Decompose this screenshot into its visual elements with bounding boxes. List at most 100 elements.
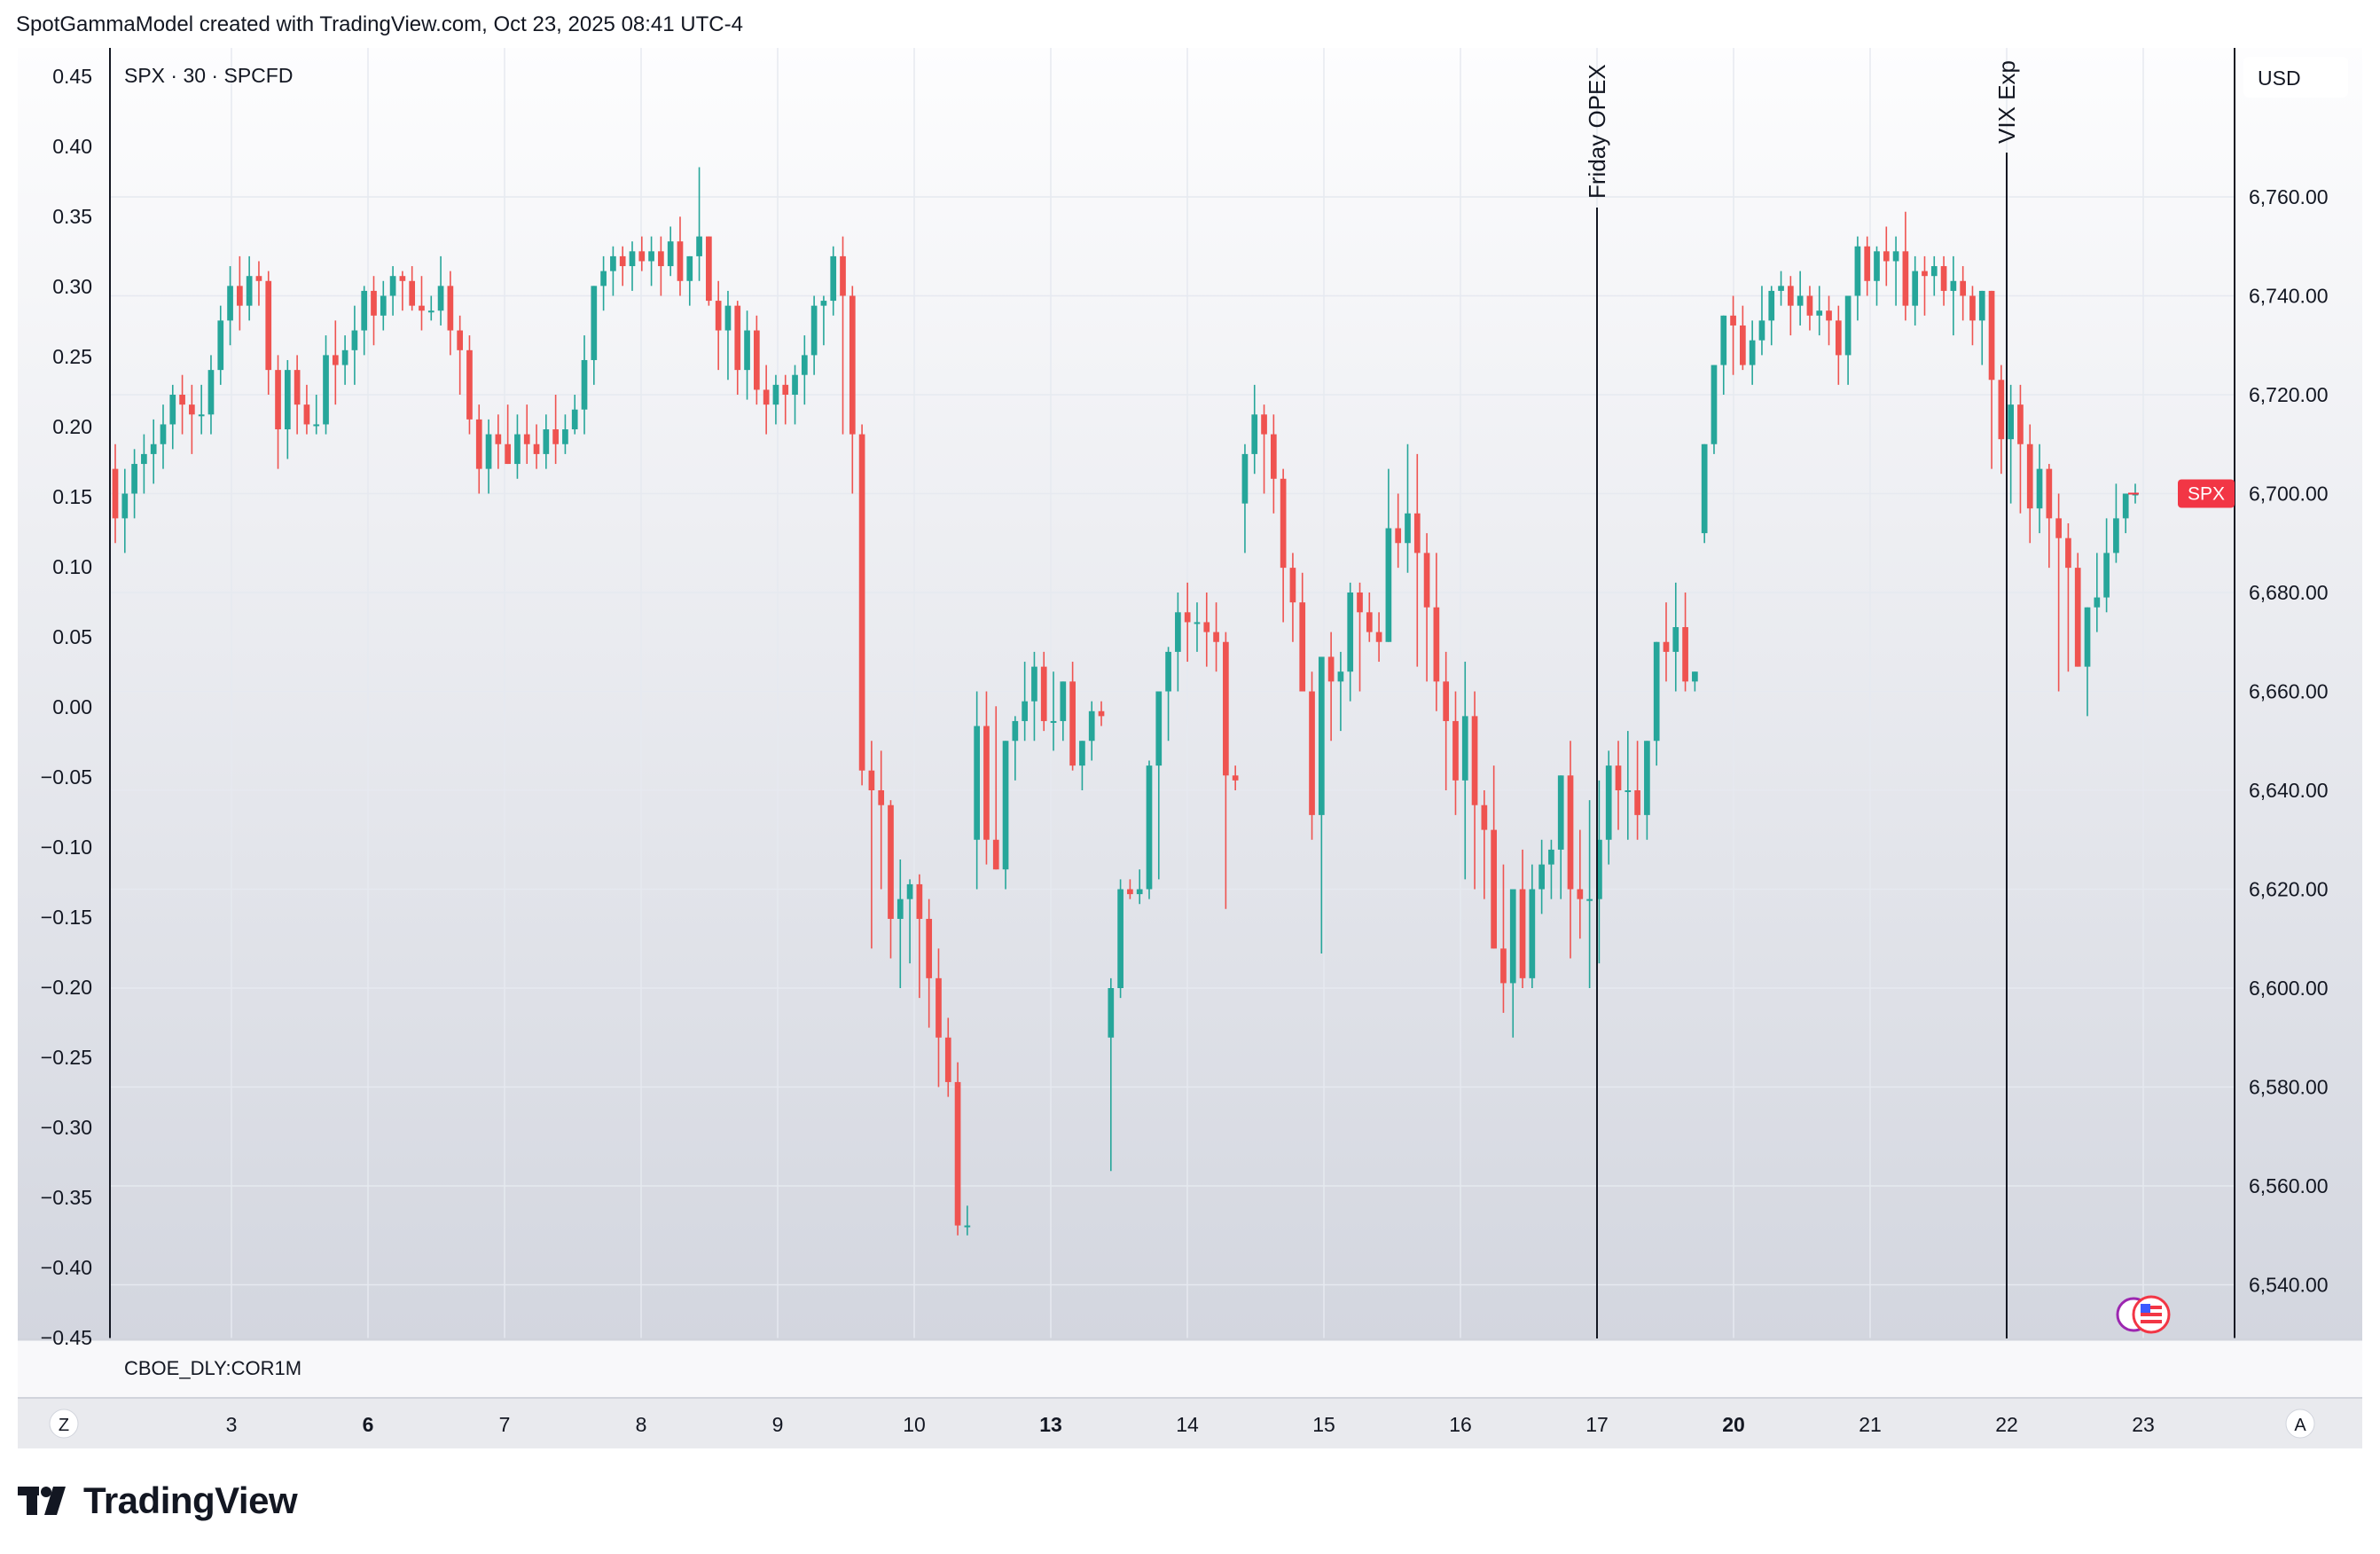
candle [169,384,176,450]
candle [772,374,779,425]
candle [475,404,482,494]
candle [112,443,119,544]
right-tick-label: 6,740.00 [2249,285,2329,308]
candle [1892,236,1899,306]
main-pane[interactable] [18,48,2362,1338]
candle [1634,741,1640,840]
candle [1692,671,1698,692]
candle [1481,790,1488,899]
x-tick-label: 13 [1039,1413,1062,1436]
candle [227,266,233,346]
candle [1787,276,1794,336]
right-tick-label: 6,760.00 [2249,185,2329,208]
candle [131,449,137,519]
candle [1203,593,1210,667]
left-tick-label: −0.30 [41,1116,92,1139]
candle [179,374,185,435]
candle [1471,691,1478,890]
candle [840,236,846,435]
candle [1012,716,1019,781]
candle [505,404,511,465]
left-tick-label: 0.00 [52,695,92,718]
left-tick-label: −0.15 [41,906,92,929]
candle [888,800,894,959]
candle [1232,765,1239,790]
left-tick-label: −0.20 [41,976,92,999]
candle [763,365,770,435]
tradingview-logo[interactable]: TradingView [18,1479,298,1522]
candle [1079,741,1085,790]
candle [389,266,396,316]
currency-label[interactable]: USD [2258,67,2301,90]
candle [696,167,702,281]
left-tick-label: −0.40 [41,1256,92,1279]
candle [724,290,732,381]
candle [1108,977,1115,1172]
left-tick-label: 0.10 [52,555,92,578]
symbol-label: SPX · 30 · SPCFD [124,64,293,87]
candle [1740,305,1746,371]
candle [1155,691,1163,880]
candle [1146,760,1153,899]
candle [1950,255,1957,336]
candle [552,395,559,465]
candle [1175,593,1181,692]
right-axis-labels: 6,760.00 6,740.00 6,720.00 6,700.00 6,680.00… [2249,185,2329,1297]
candle [1940,255,1947,306]
right-tick-label: 6,680.00 [2249,581,2329,604]
candle [2094,553,2101,632]
candle [1826,295,1832,346]
economic-events-icon[interactable] [2116,1295,2171,1334]
candle [1413,453,1421,667]
candle [255,261,262,306]
last-price-tag: SPX [2178,479,2235,508]
candle [1816,286,1823,336]
candle [341,335,348,385]
left-tick-label: −0.35 [41,1186,92,1209]
candle [1930,255,1938,296]
candle [1405,443,1411,573]
candle [1758,286,1765,356]
candle [1433,553,1440,711]
candle [849,286,856,494]
candle [1778,271,1784,306]
candle [629,241,636,291]
candle [447,271,454,356]
candle [275,355,281,469]
candle [1136,869,1143,905]
candle [964,1205,971,1236]
candle [1098,701,1105,726]
candle [916,874,923,999]
candle [160,404,167,469]
candle [1509,889,1516,1038]
candle [1299,572,1306,692]
right-tick-label: 6,620.00 [2249,878,2329,901]
candle [610,246,616,296]
candle [523,404,530,465]
candle [1749,320,1756,385]
x-tick-label: 23 [2132,1413,2155,1436]
candle [1854,236,1861,321]
right-tick-label: 6,720.00 [2249,383,2329,406]
candle [361,286,368,356]
candle [323,335,329,435]
reset-zoom-button[interactable]: Z [49,1409,79,1439]
event-annotations: Friday OPEX VIX Exp [1584,60,2139,1338]
candle [1500,864,1507,1013]
x-tick-label: 8 [636,1413,647,1436]
candle [1557,775,1564,899]
auto-scale-button[interactable]: A [2285,1409,2315,1439]
candle [1596,780,1602,964]
lower-pane[interactable] [18,1339,2362,1398]
candle [878,750,885,890]
time-axis[interactable] [18,1399,2362,1448]
currency-button[interactable] [2243,57,2348,98]
x-tick-label: 7 [499,1413,511,1436]
left-tick-label: −0.10 [41,836,92,859]
candle [1270,414,1277,514]
left-tick-label: 0.15 [52,485,92,508]
candle [667,226,674,277]
candle [419,276,425,331]
candle [1519,849,1526,988]
